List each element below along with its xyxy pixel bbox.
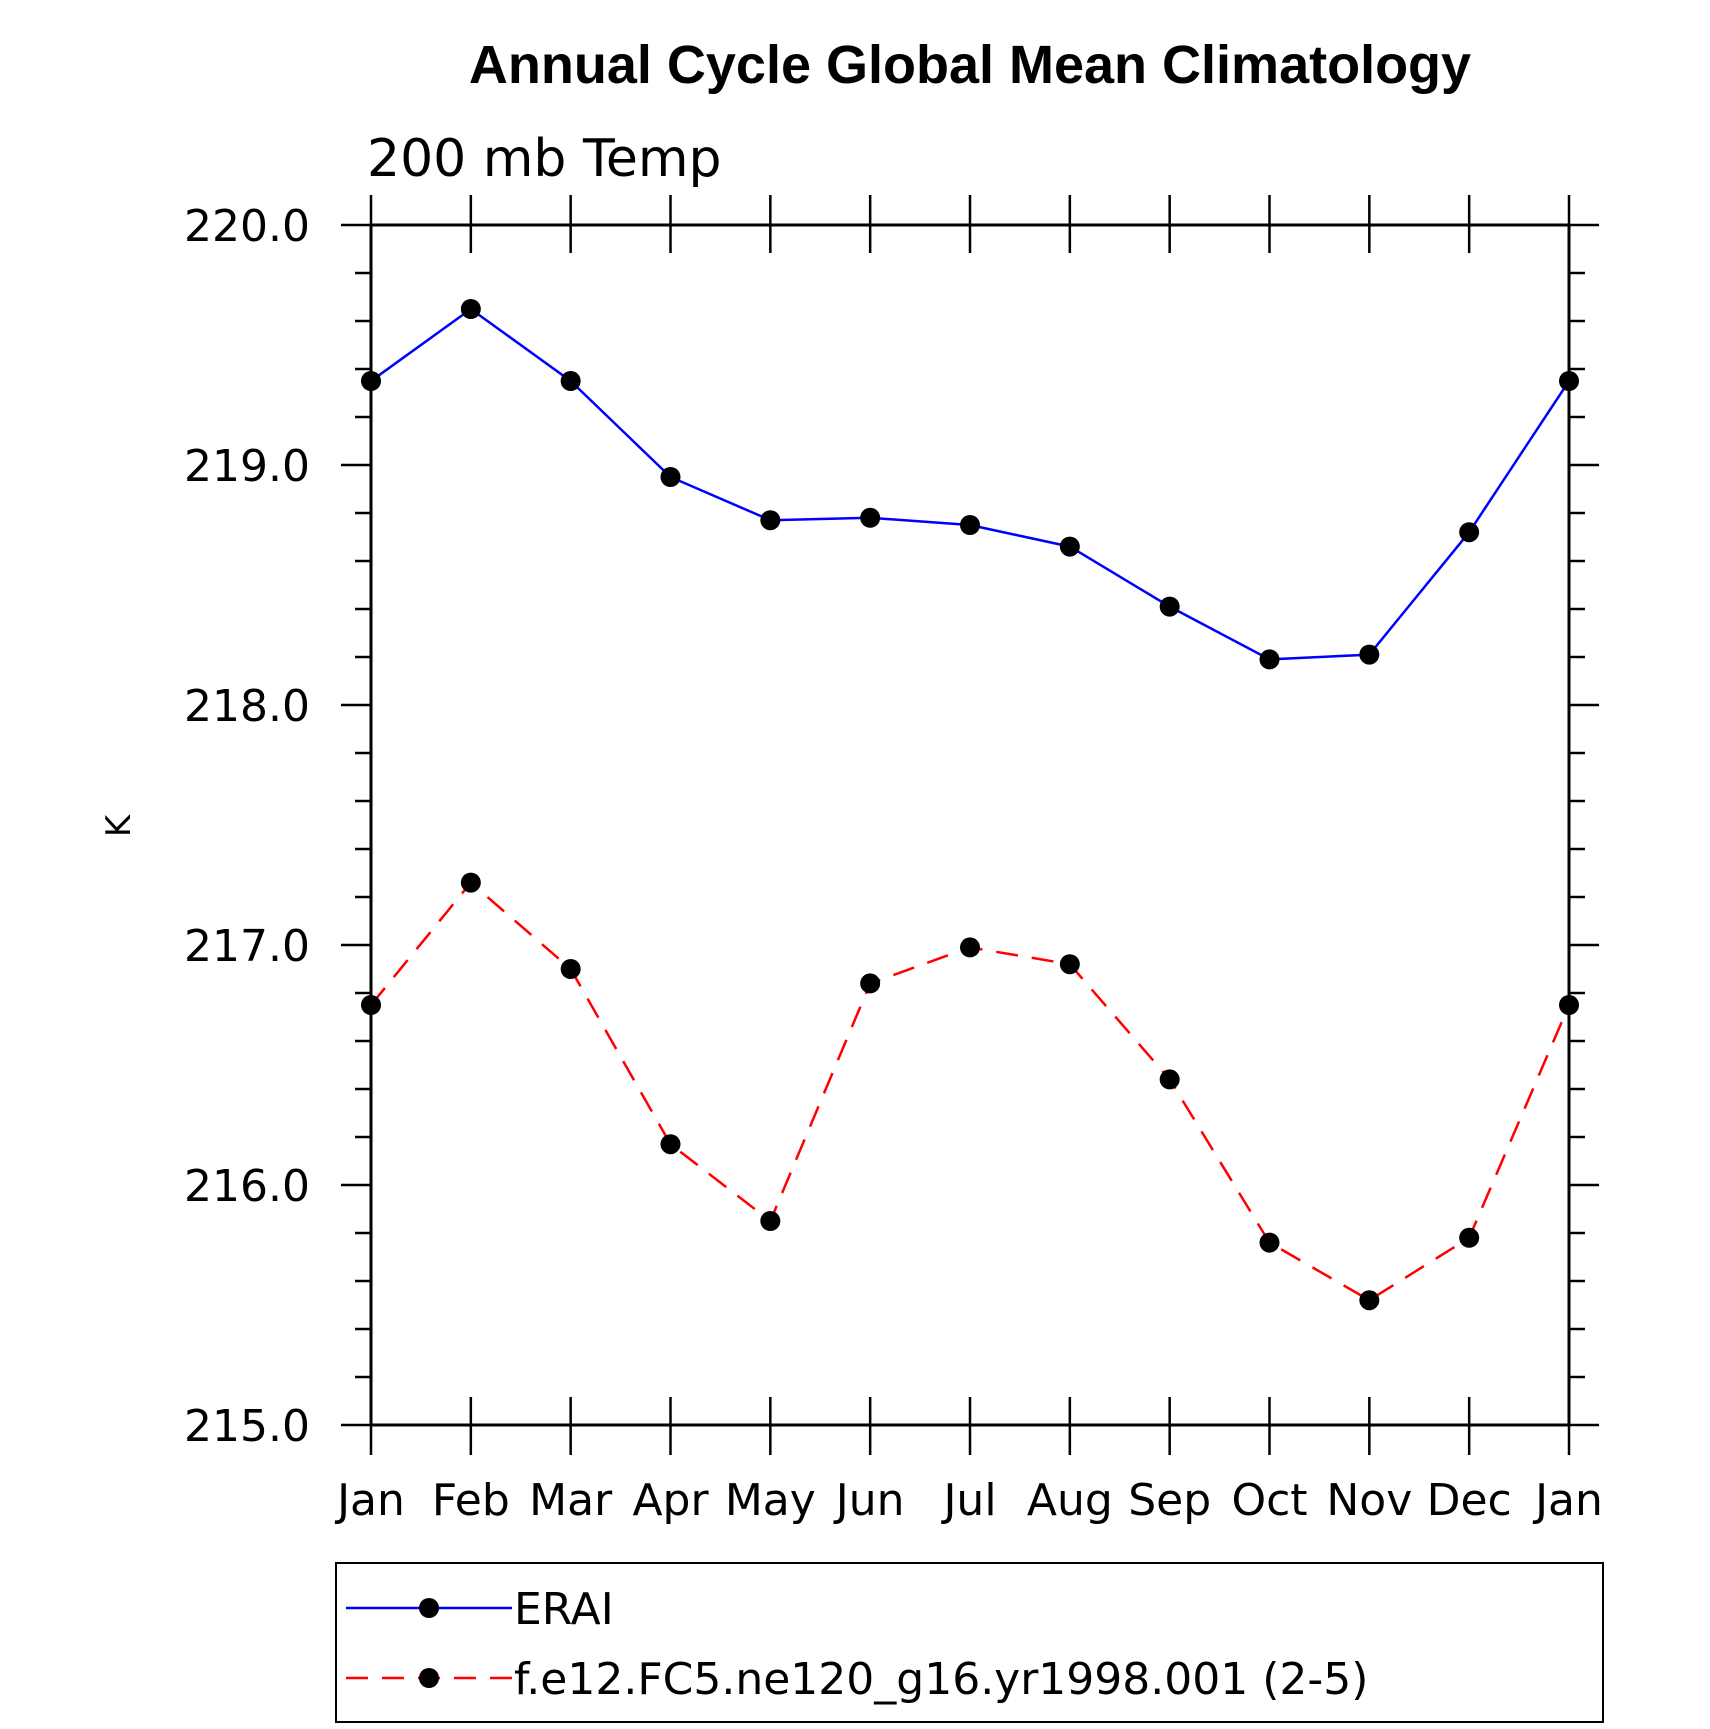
data-point-erai	[760, 510, 781, 531]
y-tick-label: 215.0	[184, 1401, 310, 1452]
x-tick-labels: Jan Feb Mar Apr May Jun Jul Aug Sep Oct Nov Dec Jan	[334, 1475, 1603, 1526]
x-tick-label: Jan	[1532, 1475, 1603, 1526]
legend-marker-erai	[419, 1598, 439, 1618]
data-point-erai	[960, 515, 980, 535]
series-layer	[361, 299, 1579, 1311]
legend-label-erai: ERAI	[514, 1584, 614, 1635]
data-point-model	[1459, 1227, 1480, 1248]
data-point-erai	[460, 299, 481, 319]
y-tick-label: 219.0	[184, 441, 310, 492]
series-line-erai	[370, 307, 1571, 661]
x-tick-label: Jan	[334, 1475, 405, 1526]
y-tick-label: 220.0	[184, 201, 310, 252]
x-tick-label: May	[725, 1475, 816, 1526]
x-tick-label: Nov	[1326, 1475, 1412, 1526]
x-tick-label: Aug	[1027, 1475, 1113, 1526]
chart-subtitle: 200 mb Temp	[367, 129, 722, 189]
data-point-model	[1359, 1290, 1380, 1311]
data-point-model	[1259, 1232, 1280, 1253]
data-point-model	[660, 1134, 681, 1155]
data-point-erai	[660, 467, 681, 487]
y-tick-label: 217.0	[184, 921, 310, 972]
data-point-erai	[1059, 536, 1080, 557]
data-point-erai	[860, 507, 881, 528]
x-tick-label: Feb	[432, 1475, 510, 1526]
legend-label-model: f.e12.FC5.ne120_g16.yr1998.001 (2-5)	[514, 1654, 1368, 1705]
data-point-model	[1159, 1069, 1180, 1090]
x-tick-label: Jul	[940, 1475, 996, 1526]
plot-frame	[369, 223, 1571, 1427]
data-point-model	[1059, 954, 1080, 975]
y-axis-label: K	[99, 813, 139, 837]
x-tick-label: Dec	[1427, 1475, 1512, 1526]
axis-ticks	[341, 195, 1599, 1455]
x-tick-label: Jun	[833, 1475, 905, 1526]
data-point-model	[560, 959, 581, 979]
legend: ERAI f.e12.FC5.ne120_g16.yr1998.001 (2-5…	[335, 1562, 1604, 1723]
x-tick-label: Apr	[632, 1475, 709, 1526]
data-point-erai	[1159, 596, 1180, 617]
data-point-erai	[1459, 522, 1480, 543]
data-point-model	[860, 973, 881, 994]
data-point-erai	[560, 371, 581, 391]
data-point-model	[960, 937, 980, 958]
y-tick-label: 218.0	[184, 681, 310, 732]
y-tick-label: 216.0	[184, 1161, 310, 1212]
x-tick-label: Oct	[1231, 1475, 1307, 1526]
data-point-erai	[1359, 644, 1380, 665]
legend-marker-model	[419, 1668, 439, 1688]
chart-title: Annual Cycle Global Mean Climatology	[469, 35, 1471, 95]
data-point-model	[760, 1211, 781, 1231]
x-tick-label: Sep	[1128, 1475, 1211, 1526]
y-tick-labels: 215.0 216.0 217.0 218.0 219.0 220.0	[184, 201, 310, 1452]
legend-box	[335, 1562, 1604, 1723]
data-point-model	[460, 872, 481, 893]
x-tick-label: Mar	[529, 1475, 613, 1526]
data-point-erai	[1259, 649, 1280, 670]
